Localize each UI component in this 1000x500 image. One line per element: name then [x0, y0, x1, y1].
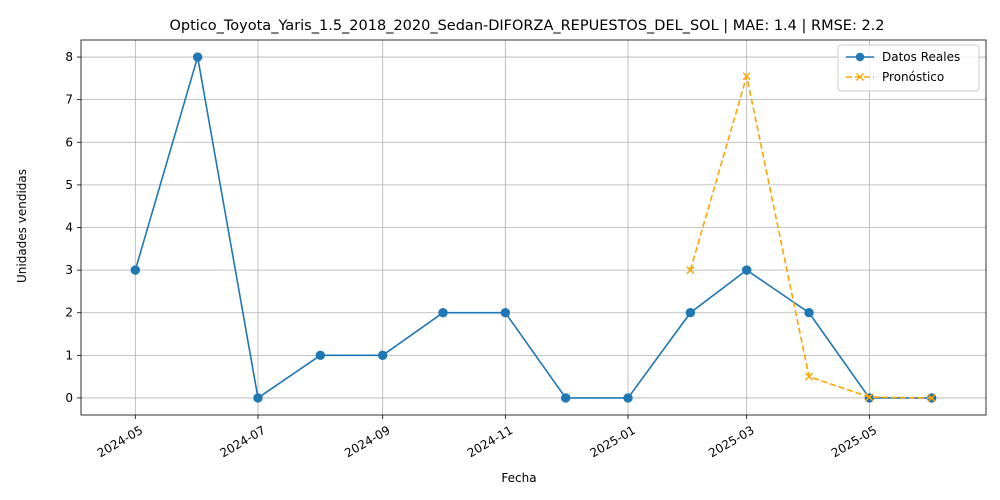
y-tick-label: 1 — [65, 348, 73, 362]
x-axis-title: Fecha — [501, 471, 536, 485]
series-forecast — [686, 72, 936, 402]
chart-title: Optico_Toyota_Yaris_1.5_2018_2020_Sedan-… — [169, 18, 884, 34]
x-tick-label: 2025-03 — [706, 423, 756, 460]
data-point — [927, 393, 936, 402]
data-point — [192, 52, 203, 62]
y-tick-label: 6 — [65, 135, 73, 149]
x-tick-label: 2025-01 — [587, 423, 637, 460]
data-point — [804, 308, 814, 318]
data-point — [315, 350, 326, 361]
data-point — [742, 72, 751, 81]
data-point — [377, 350, 388, 361]
y-tick-label: 8 — [65, 50, 73, 64]
y-tick-label: 0 — [65, 391, 73, 405]
series-line — [689, 75, 932, 399]
y-tick-label: 2 — [65, 306, 73, 320]
data-point — [560, 393, 571, 403]
data-point — [623, 393, 633, 403]
x-tick-label: 2024-07 — [217, 423, 267, 460]
series-layer — [130, 52, 937, 403]
legend-label: Pronóstico — [882, 70, 944, 84]
data-point — [685, 308, 696, 318]
x-tick-label: 2024-05 — [95, 423, 145, 460]
legend-label: Datos Reales — [882, 50, 960, 64]
legend: Datos Reales Pronóstico — [837, 44, 980, 92]
data-point — [741, 265, 752, 275]
x-tick-label: 2025-05 — [829, 423, 879, 460]
x-tick-label: 2024-09 — [342, 423, 392, 460]
data-point — [500, 308, 511, 318]
data-point — [438, 308, 448, 318]
legend-marker — [855, 52, 865, 62]
legend-item: Pronóstico — [846, 70, 944, 84]
data-point — [686, 266, 695, 275]
y-tick-label: 7 — [65, 93, 73, 107]
data-point — [865, 393, 874, 402]
data-point — [253, 393, 263, 403]
y-tick-label: 4 — [65, 221, 73, 235]
y-tick-label: 3 — [65, 263, 73, 277]
y-axis-title: Unidades vendidas — [15, 169, 29, 283]
data-point — [130, 265, 141, 275]
data-point — [805, 372, 814, 381]
series-line — [134, 56, 932, 400]
legend-marker — [856, 73, 864, 81]
ticks: 2024-05 2024-07 2024-09 2024-11 2025-01 2025-… — [65, 50, 879, 460]
x-tick-label: 2024-11 — [465, 423, 515, 460]
grid — [81, 40, 986, 415]
series-actual — [130, 52, 937, 403]
y-tick-label: 5 — [65, 178, 73, 192]
legend-item: Datos Reales — [846, 50, 960, 64]
